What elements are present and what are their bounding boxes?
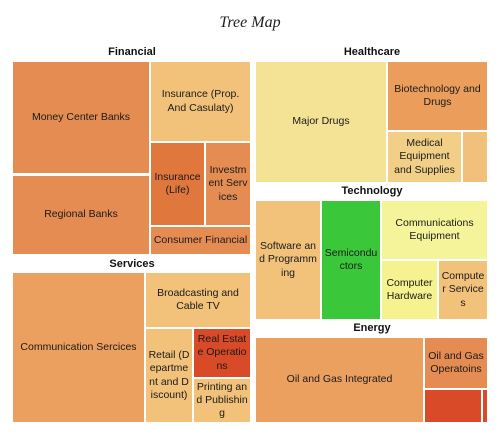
tile-regional-banks[interactable]: Regional Banks — [12, 175, 150, 255]
tile-retail-department-and-discount[interactable]: Retail (Department and Discount) — [145, 328, 193, 423]
tile-label: Oil and Gas Integrated — [286, 373, 393, 386]
tile-software-and-programming[interactable]: Software and Programming — [255, 200, 321, 320]
tile-label: Consumer Financial — [153, 233, 248, 246]
tile-label: Biotechnology and Drugs — [394, 82, 481, 108]
tile-printing-and-publishing[interactable]: Printing and Publishing — [193, 378, 251, 423]
tile-label: Printing and Publishing — [196, 380, 248, 420]
tile-oil-and-gas-operatoins[interactable]: Oil and Gas Operatoins — [424, 337, 488, 389]
tile-energy-2[interactable] — [424, 389, 482, 423]
tile-label: Broadcasting and Cable TV — [157, 286, 239, 312]
tile-label: Communication Sercices — [20, 340, 137, 353]
tile-label: Major Drugs — [292, 115, 350, 128]
tile-semiconductors[interactable]: Semiconductors — [321, 200, 381, 320]
tile-consumer-financial[interactable]: Consumer Financial — [150, 226, 251, 255]
tile-communication-sercices[interactable]: Communication Sercices — [12, 272, 145, 423]
tile-label: Regional Banks — [44, 208, 118, 221]
tile-energy-3[interactable] — [482, 389, 488, 423]
group-label-services: Services — [109, 258, 155, 270]
tile-label: Insurance (Life) — [154, 170, 201, 196]
tile-computer-services[interactable]: Computer Services — [438, 260, 488, 320]
group-label-energy: Energy — [353, 322, 391, 334]
chart-title: Tree Map — [219, 14, 281, 31]
tile-label: Insurance (Prop. And Casulaty) — [161, 88, 240, 114]
tile-medical-equipment-and-supplies[interactable]: Medical Equipment and Supplies — [387, 131, 462, 183]
tile-computer-hardware[interactable]: Computer Hardware — [381, 260, 438, 320]
tile-communications-equipment[interactable]: Communications Equipment — [381, 200, 488, 260]
tile-healthcare-3[interactable] — [462, 131, 488, 183]
tile-label: Computer Hardware — [386, 276, 433, 302]
tile-label: Investment Services — [208, 164, 248, 203]
tile-insurance-prop-and-casulaty[interactable]: Insurance (Prop. And Casulaty) — [150, 61, 251, 142]
tile-label: Medical Equipment and Supplies — [394, 137, 455, 176]
tile-oil-and-gas-integrated[interactable]: Oil and Gas Integrated — [255, 337, 424, 423]
tile-label: Computer Services — [441, 270, 485, 309]
tile-money-center-banks[interactable]: Money Center Banks — [12, 61, 150, 174]
group-label-technology: Technology — [341, 185, 403, 197]
tile-insurance-life[interactable]: Insurance (Life) — [150, 142, 205, 226]
tile-label: Oil and Gas Operatoins — [428, 349, 484, 375]
tile-label: Software and Programming — [259, 240, 317, 279]
tile-major-drugs[interactable]: Major Drugs — [255, 61, 387, 183]
tile-broadcasting-and-cable-tv[interactable]: Broadcasting and Cable TV — [145, 272, 251, 328]
group-label-healthcare: Healthcare — [343, 46, 401, 58]
tile-label: Communications Equipment — [395, 216, 474, 242]
tile-label: Semiconductors — [324, 246, 378, 272]
tile-investment-services[interactable]: Investment Services — [205, 142, 251, 226]
tile-real-estate-operations[interactable]: Real Estate Operations — [193, 328, 251, 378]
tile-label: Real Estate Operations — [197, 333, 247, 372]
tile-biotechnology-and-drugs[interactable]: Biotechnology and Drugs — [387, 61, 488, 131]
group-label-financial: Financial — [108, 46, 156, 58]
tile-label: Money Center Banks — [31, 110, 131, 123]
tile-label: Retail (Department and Discount) — [148, 349, 190, 401]
